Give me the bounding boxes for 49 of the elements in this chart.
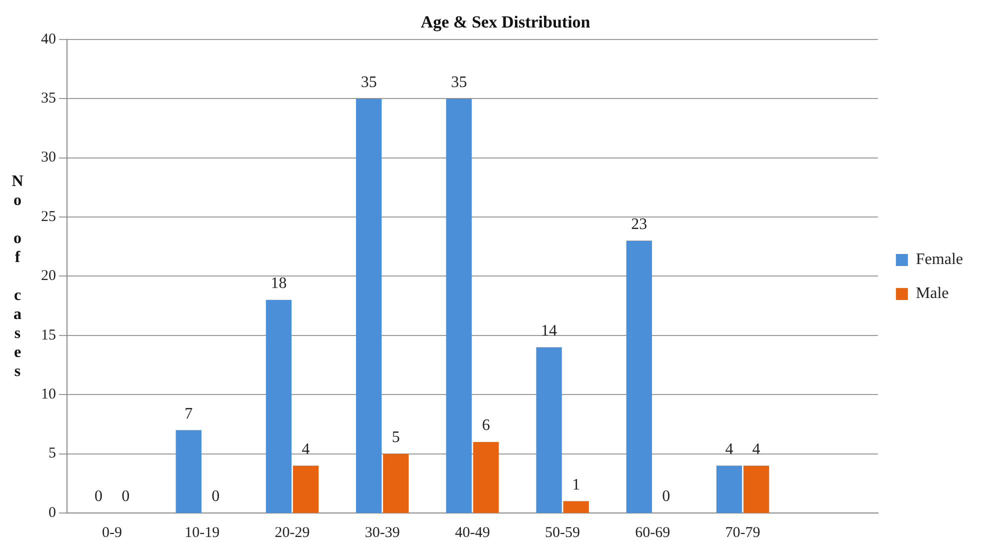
y-axis-title: No of cases xyxy=(8,172,27,382)
data-label: 0 xyxy=(662,488,670,506)
bar xyxy=(473,442,499,512)
bar xyxy=(716,466,742,512)
data-label: 6 xyxy=(482,417,490,434)
y-tick-label: 25 xyxy=(41,208,56,225)
data-label: 35 xyxy=(360,74,377,91)
x-tick-label: 60-69 xyxy=(635,524,670,541)
legend-label: Male xyxy=(916,285,949,302)
data-label: 14 xyxy=(541,322,558,340)
data-label: 0 xyxy=(212,488,220,506)
y-tick-label: 20 xyxy=(41,268,56,284)
y-tick-label: 5 xyxy=(48,446,56,462)
y-tick-label: 35 xyxy=(41,90,56,107)
data-label: 4 xyxy=(725,440,734,458)
data-label: 35 xyxy=(450,74,467,91)
bar xyxy=(626,240,652,512)
y-tick-label: 15 xyxy=(41,327,56,344)
bar xyxy=(356,98,382,512)
bar xyxy=(563,501,589,512)
bar xyxy=(536,347,562,512)
bar xyxy=(292,466,319,512)
x-tick-label: 10-19 xyxy=(184,524,220,541)
data-label: 23 xyxy=(631,216,648,233)
bar xyxy=(743,466,770,512)
x-tick-label: 70-79 xyxy=(725,524,760,541)
data-label: 0 xyxy=(94,488,103,506)
data-label: 0 xyxy=(122,488,130,506)
bar xyxy=(176,430,202,512)
x-tick-label: 30-39 xyxy=(364,524,400,541)
y-tick-label: 40 xyxy=(41,31,56,48)
y-tick-label: 0 xyxy=(48,504,56,521)
legend-label: Female xyxy=(916,251,963,268)
x-tick-label: 40-49 xyxy=(454,524,490,541)
data-label: 4 xyxy=(752,440,760,458)
data-label: 18 xyxy=(270,275,287,292)
data-label: 7 xyxy=(184,405,193,422)
bar xyxy=(266,300,292,512)
data-label: 5 xyxy=(392,429,400,446)
bar xyxy=(446,98,472,512)
data-label: 1 xyxy=(572,476,580,494)
y-tick-label: 10 xyxy=(41,386,56,403)
x-tick-label: 50-59 xyxy=(545,524,580,541)
x-tick-label: 0-9 xyxy=(102,524,122,541)
data-label: 4 xyxy=(302,440,310,458)
y-tick-label: 30 xyxy=(41,150,56,166)
x-tick-label: 20-29 xyxy=(274,524,310,541)
bar xyxy=(383,454,409,512)
chart-title: Age & Sex Distribution xyxy=(420,12,591,32)
